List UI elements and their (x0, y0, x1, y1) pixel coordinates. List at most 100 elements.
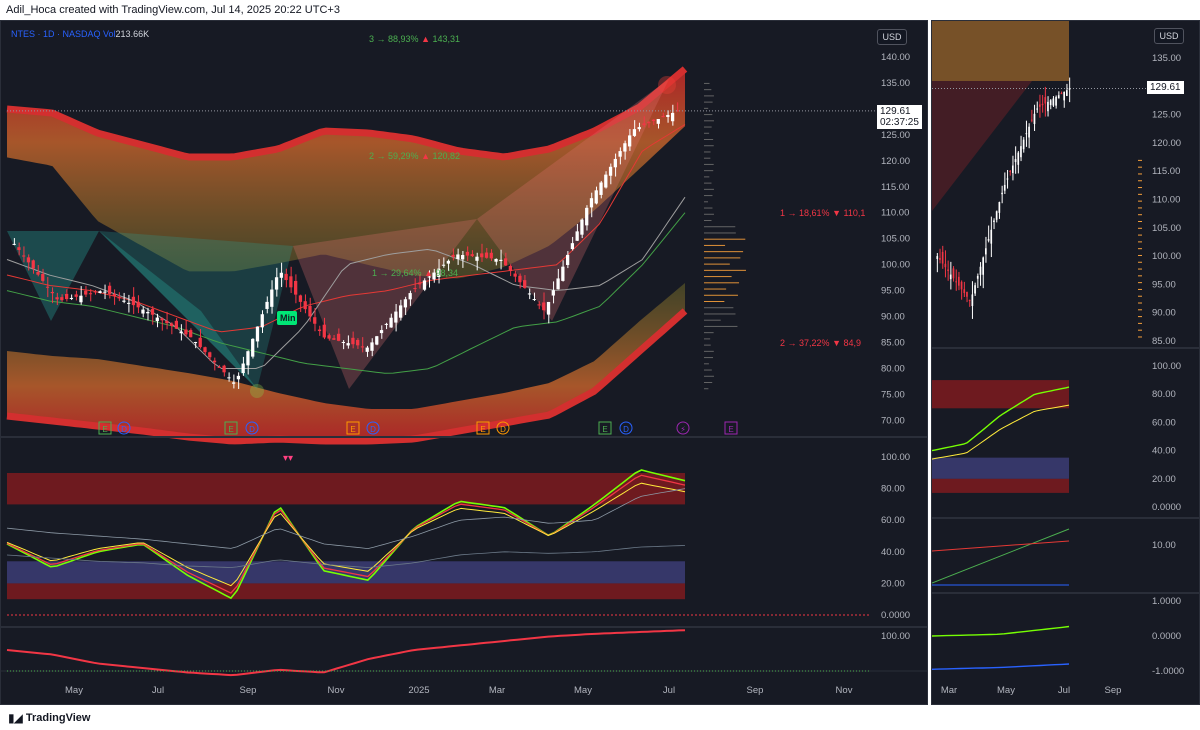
lower-band (7, 283, 685, 441)
candle-body (427, 276, 431, 278)
candle-body (642, 123, 646, 126)
candle-body (45, 286, 50, 288)
event-marker-box (98, 421, 112, 435)
tradingview-logo[interactable]: ▮◢ TradingView (8, 711, 90, 725)
side-last-price: 129.61 (1147, 81, 1184, 94)
candle-body (637, 127, 641, 130)
side-volume-bar (1138, 282, 1142, 284)
volume-profile-bar (704, 313, 736, 315)
volume-profile-bar (704, 195, 713, 197)
side-tick-label: 125.00 (1152, 110, 1181, 121)
side-axis-bg (1138, 21, 1199, 704)
side-volume-bar (1138, 166, 1142, 168)
candle-body (599, 182, 603, 195)
side-tick-label: 115.00 (1152, 166, 1180, 177)
volume-profile-bar (704, 269, 746, 271)
candle-body (79, 295, 83, 303)
candle-body (523, 280, 527, 288)
chart-header: Adil_Hoca created with TradingView.com, … (0, 0, 1200, 20)
candle-body (265, 301, 269, 309)
side-volume-bar (1138, 193, 1142, 195)
event-marker-D: D (249, 425, 255, 434)
x-tick-label: Jul (663, 685, 675, 696)
side-candle-body (971, 294, 974, 307)
side-candle-body (1044, 97, 1047, 104)
volume-profile-bar (704, 388, 709, 390)
volume-profile-bar (704, 375, 714, 377)
side-candle-body (1003, 184, 1006, 191)
candle-body (413, 288, 417, 290)
candle-body (489, 252, 493, 259)
x-tick-label: Sep (240, 685, 257, 696)
candle-body (389, 317, 393, 328)
price-tick-label: 115.00 (881, 182, 909, 193)
candle-body (613, 158, 617, 168)
min-marker (250, 384, 264, 398)
side-pane4-green (932, 625, 1070, 637)
side-volume-bar (1138, 329, 1142, 331)
candle-body (84, 290, 88, 295)
candle-body (666, 114, 670, 118)
candle-body (317, 329, 322, 332)
currency-button[interactable]: USD (877, 29, 907, 45)
side-candle-body (982, 257, 984, 275)
price-tick-label: 125.00 (881, 130, 910, 141)
side-candle-body (1036, 108, 1038, 110)
candle-body (107, 285, 112, 294)
candle-body (231, 382, 236, 384)
side-candle-body (987, 239, 990, 241)
candle-body (527, 293, 532, 295)
fib-up-2: 2 → 59,29% ▲ 120,82 (369, 151, 461, 161)
event-marker-D: D (121, 425, 127, 434)
candle-body (508, 265, 512, 272)
price-tick-label: 95.00 (881, 286, 905, 297)
side-volume-bar (1138, 173, 1142, 175)
candle-body (88, 293, 93, 295)
pattern-red-1 (293, 219, 477, 389)
event-marker-E: E (602, 425, 607, 434)
x-tick-label: Sep (747, 685, 764, 696)
candle-body (575, 231, 579, 241)
candle-body (160, 318, 164, 321)
side-volume-bar (1138, 200, 1142, 202)
side-candle-body (1063, 91, 1065, 101)
side-pane3-green (932, 528, 1070, 584)
side-candle-body (966, 291, 968, 297)
candle-body (60, 297, 64, 301)
volume-profile-bar (704, 107, 709, 109)
candle-body (69, 297, 74, 299)
candle-body (141, 309, 145, 314)
candle-body (98, 291, 102, 293)
candle-body (475, 256, 479, 261)
side-chart-panel[interactable]: 135.00130.00125.00120.00115.00110.00105.… (931, 20, 1200, 705)
candle-body (365, 347, 369, 352)
volume-profile-bar (704, 101, 713, 103)
osc-main (6, 469, 686, 600)
candle-body (532, 299, 536, 301)
volume-profile-bar (704, 188, 714, 190)
side-volume-bar (1138, 180, 1142, 182)
event-marker-D: D (623, 425, 629, 434)
osc-tick-label: 80.00 (881, 484, 905, 495)
volume-profile-bar (704, 357, 714, 359)
candle-body (437, 268, 441, 277)
side-currency-button[interactable]: USD (1154, 28, 1184, 44)
side-candle-body (1055, 96, 1057, 106)
event-marker-box (224, 421, 238, 435)
x-tick-label: May (65, 685, 83, 696)
candle-body (12, 243, 16, 245)
main-chart-panel[interactable]: 140.00135.00130.00125.00120.00115.00110.… (0, 20, 928, 705)
candle-body (537, 304, 541, 306)
symbol-legend[interactable]: NTES · 1D · NASDAQ Vol213.66K (11, 29, 149, 39)
candle-body (403, 299, 408, 308)
side-x-tick: May (997, 685, 1015, 696)
candle-body (394, 311, 398, 323)
candle-body (651, 119, 656, 122)
volume-profile-bar (704, 145, 714, 147)
candle-body (74, 294, 78, 297)
side-candle-body (1041, 103, 1044, 106)
candle-body (632, 129, 637, 136)
side-tick-label: 100.00 (1152, 251, 1181, 262)
volume-profile-bar (704, 114, 713, 116)
fib-up-1: 1 → 29,64% ▲ 98,34 (372, 268, 459, 278)
